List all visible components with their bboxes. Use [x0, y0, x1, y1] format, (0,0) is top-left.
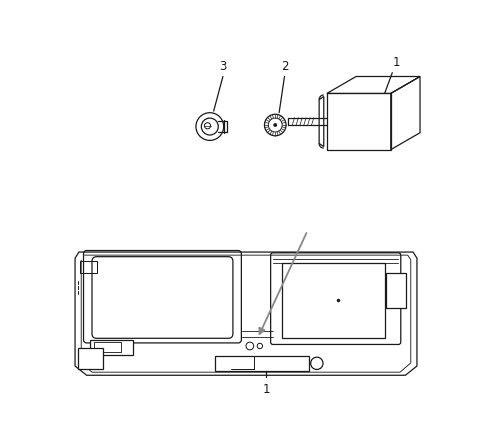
- Bar: [94, 342, 121, 352]
- Bar: [90, 340, 133, 355]
- Circle shape: [311, 357, 323, 369]
- Polygon shape: [75, 252, 417, 375]
- Circle shape: [274, 123, 277, 126]
- Text: 1: 1: [392, 56, 400, 69]
- Bar: [78, 348, 103, 369]
- Bar: [215, 356, 309, 371]
- Bar: [282, 263, 384, 338]
- Circle shape: [196, 113, 224, 141]
- Bar: [80, 261, 96, 273]
- Text: 2: 2: [281, 60, 288, 73]
- Text: 1: 1: [262, 383, 270, 396]
- Polygon shape: [319, 97, 324, 146]
- Circle shape: [264, 114, 286, 136]
- Text: 3: 3: [219, 60, 227, 73]
- Bar: [386, 273, 406, 307]
- Bar: [327, 93, 391, 150]
